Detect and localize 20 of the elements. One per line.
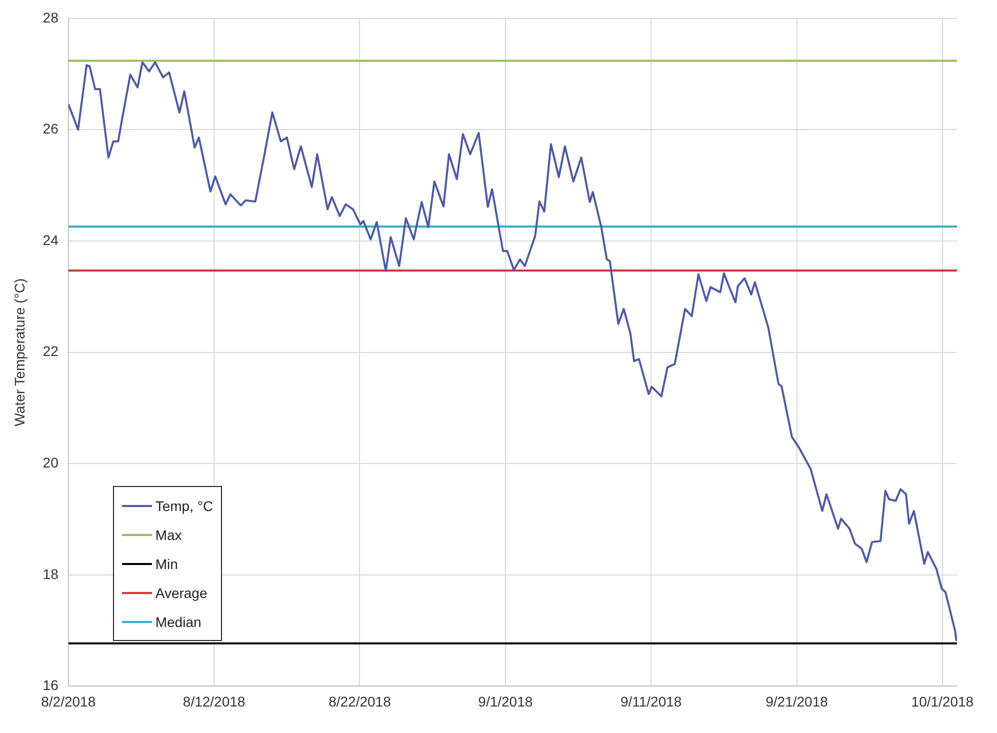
x-tick-label: 10/1/2018 (911, 693, 974, 710)
y-tick-label: 18 (42, 566, 59, 582)
y-tick-label: 26 (42, 120, 59, 137)
legend-label: Average (155, 584, 208, 601)
y-tick-label: 20 (42, 454, 59, 470)
legend-label: Temp, °C (155, 498, 214, 514)
x-tick-label: 9/21/2018 (766, 693, 828, 710)
legend-label: Median (155, 614, 202, 630)
legend-label: Min (155, 556, 178, 572)
y-tick-label: 28 (42, 9, 59, 26)
x-tick-label: 8/12/2018 (182, 693, 246, 710)
x-tick-label: 8/22/2018 (328, 693, 392, 710)
x-tick-label: 9/11/2018 (620, 693, 682, 710)
y-axis-title: Water Temperature (°C) (11, 278, 28, 426)
y-tick-label: 22 (42, 343, 59, 360)
y-tick-label: 16 (42, 677, 59, 694)
x-tick-label: 8/2/2018 (41, 693, 96, 710)
y-tick-label: 24 (42, 232, 59, 248)
x-tick-label: 9/1/2018 (478, 693, 533, 710)
legend-label: Max (155, 526, 182, 543)
